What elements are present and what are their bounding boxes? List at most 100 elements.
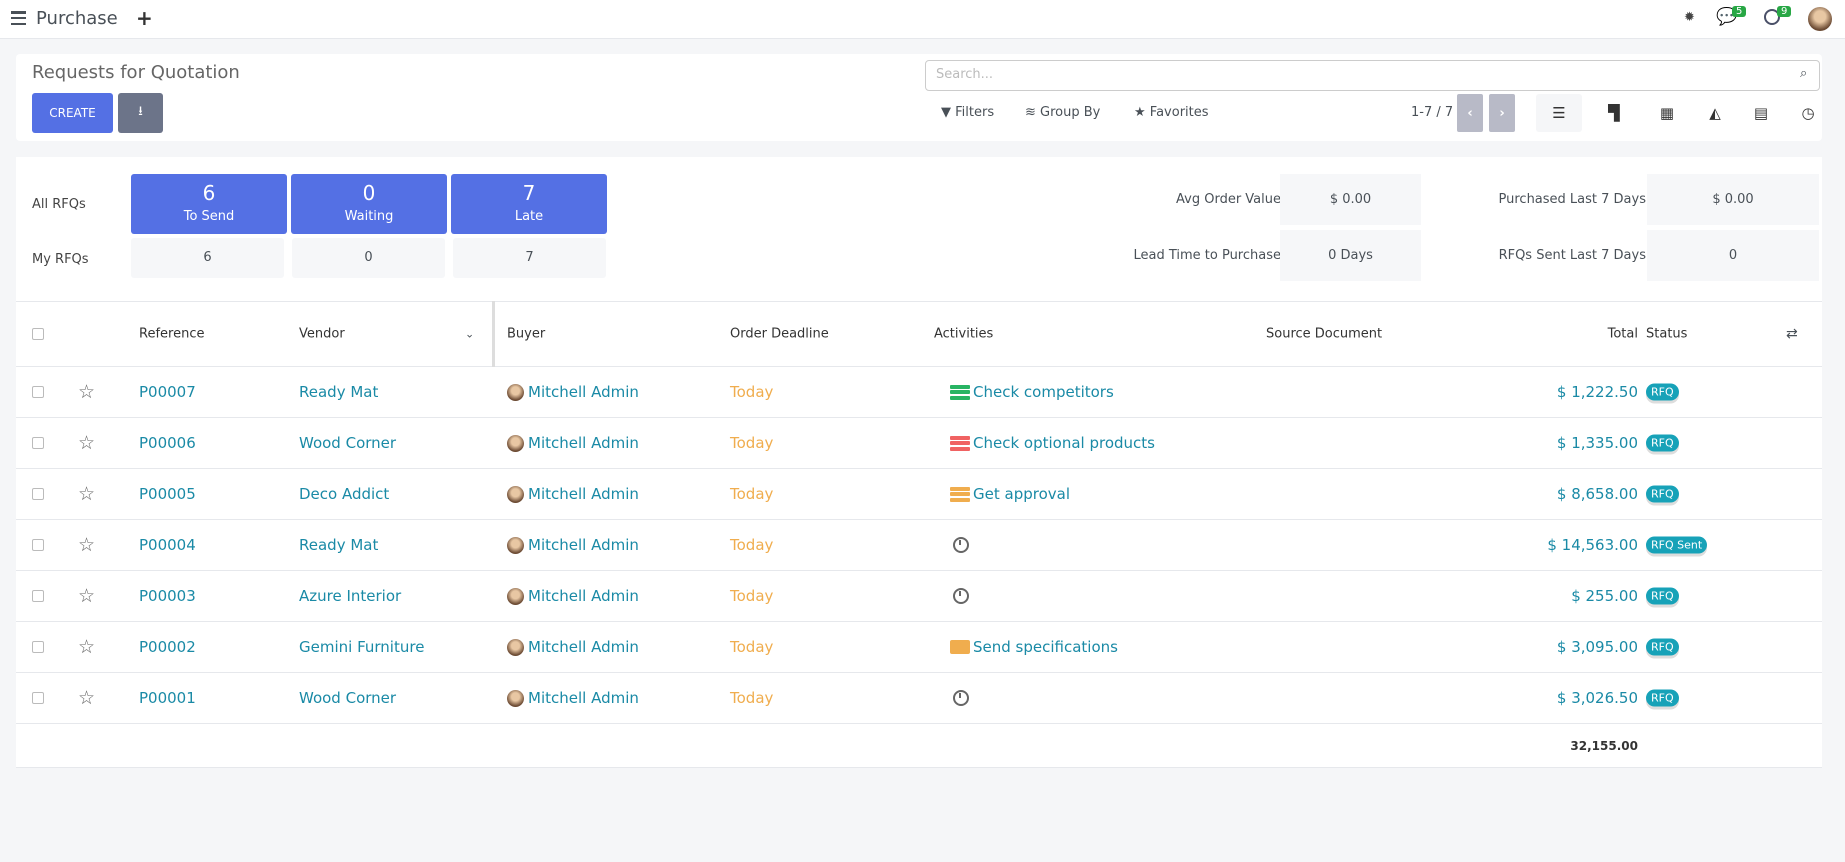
row-checkbox[interactable] [32,641,44,653]
user-avatar[interactable] [1808,7,1832,31]
priority-star-icon[interactable]: ☆ [78,636,96,658]
list-view-button[interactable]: ☰ [1536,94,1582,132]
activity-link[interactable]: Check competitors [950,383,1114,401]
column-resize-handle[interactable] [492,301,495,367]
column-reference[interactable]: Reference [139,326,205,342]
buyer[interactable]: Mitchell Admin [507,434,639,452]
priority-star-icon[interactable]: ☆ [78,534,96,556]
calendar-view-button[interactable]: ▤ [1753,104,1769,122]
activity-clock-icon[interactable] [953,537,969,553]
table-row[interactable]: ☆ P00002 Gemini Furniture Mitchell Admin… [16,622,1822,673]
vendor[interactable]: Deco Addict [299,485,390,503]
vendor[interactable]: Ready Mat [299,536,379,554]
priority-star-icon[interactable]: ☆ [78,585,96,607]
activity-link[interactable]: Get approval [950,485,1070,503]
favorites-button[interactable]: ★ Favorites [1134,105,1209,120]
buyer[interactable]: Mitchell Admin [507,485,639,503]
activity-clock-icon[interactable] [953,588,969,604]
column-buyer[interactable]: Buyer [507,326,546,342]
column-status[interactable]: Status [1646,326,1688,342]
select-all-checkbox[interactable] [32,328,44,340]
status-badge: RFQ [1646,689,1679,707]
pager-previous-button[interactable]: ‹ [1457,94,1483,132]
row-checkbox[interactable] [32,692,44,704]
graph-view-button[interactable]: ◭ [1709,104,1721,122]
sort-chevron-down-icon[interactable]: ⌄ [465,327,475,341]
table-row[interactable]: ☆ P00007 Ready Mat Mitchell Admin Today … [16,367,1822,418]
activities-clock-icon[interactable] [1764,9,1780,25]
reference[interactable]: P00006 [139,434,196,452]
activity-clock-icon[interactable] [953,690,969,706]
priority-star-icon[interactable]: ☆ [78,381,96,403]
reference[interactable]: P00003 [139,587,196,605]
my-late[interactable]: 7 [453,238,606,278]
buyer[interactable]: Mitchell Admin [507,383,639,401]
vendor[interactable]: Wood Corner [299,434,397,452]
activity-link[interactable]: Send specifications [950,638,1118,656]
column-vendor[interactable]: Vendor [299,326,345,342]
create-button[interactable]: CREATE [32,93,113,133]
buyer[interactable]: Mitchell Admin [507,689,639,707]
filters-button[interactable]: ▼ Filters [941,105,994,120]
row-checkbox[interactable] [32,488,44,500]
table-row[interactable]: ☆ P00001 Wood Corner Mitchell Admin Toda… [16,673,1822,724]
pager-next-button[interactable]: › [1489,94,1515,132]
priority-star-icon[interactable]: ☆ [78,687,96,709]
my-to-send[interactable]: 6 [131,238,284,278]
buyer[interactable]: Mitchell Admin [507,536,639,554]
envelope-icon [950,640,970,654]
reference[interactable]: P00004 [139,536,196,554]
tile-late[interactable]: 7 Late [451,174,607,234]
search-input[interactable]: Search... [925,60,1820,91]
column-total[interactable]: Total [1607,326,1638,342]
row-checkbox[interactable] [32,437,44,449]
activity-list-icon [950,435,970,451]
vendor[interactable]: Azure Interior [299,587,402,605]
activity-list-icon [950,384,970,400]
row-checkbox[interactable] [32,386,44,398]
table-row[interactable]: ☆ P00003 Azure Interior Mitchell Admin T… [16,571,1822,622]
table-row[interactable]: ☆ P00006 Wood Corner Mitchell Admin Toda… [16,418,1822,469]
messages-chat-icon[interactable]: 💬 [1716,7,1738,27]
row-checkbox[interactable] [32,539,44,551]
total: $ 1,335.00 [1556,434,1638,452]
reference[interactable]: P00007 [139,383,196,401]
kpi-label: Purchased Last 7 Days [1498,192,1646,207]
download-button[interactable]: ⭳ [118,93,163,133]
reference[interactable]: P00005 [139,485,196,503]
column-activities[interactable]: Activities [934,326,994,342]
app-title[interactable]: Purchase [36,8,118,29]
group-by-button[interactable]: ≋ Group By [1025,105,1100,120]
tile-waiting[interactable]: 0 Waiting [291,174,447,234]
column-order-deadline[interactable]: Order Deadline [730,326,829,342]
column-source-document[interactable]: Source Document [1266,326,1383,342]
activity-link[interactable]: Check optional products [950,434,1155,452]
buyer[interactable]: Mitchell Admin [507,638,639,656]
order-deadline: Today [730,587,774,605]
priority-star-icon[interactable]: ☆ [78,483,96,505]
kanban-view-button[interactable]: ▜ [1608,104,1620,122]
vendor[interactable]: Gemini Furniture [299,638,425,656]
priority-star-icon[interactable]: ☆ [78,432,96,454]
hamburger-menu-icon[interactable] [11,11,26,25]
buyer[interactable]: Mitchell Admin [507,587,639,605]
debug-bug-icon[interactable]: ✹ [1684,10,1695,25]
row-checkbox[interactable] [32,590,44,602]
vendor[interactable]: Wood Corner [299,689,397,707]
reference[interactable]: P00002 [139,638,196,656]
pivot-view-button[interactable]: ▦ [1659,104,1675,122]
my-waiting[interactable]: 0 [292,238,445,278]
pager-value[interactable]: 1-7 / 7 [1411,105,1454,120]
buyer-name: Mitchell Admin [528,434,639,452]
activity-view-button[interactable]: ◷ [1801,104,1815,122]
table-row[interactable]: ☆ P00005 Deco Addict Mitchell Admin Toda… [16,469,1822,520]
quick-create-plus-icon[interactable]: + [136,6,153,30]
total: $ 14,563.00 [1547,536,1638,554]
search-icon[interactable]: ⌕ [1800,66,1808,81]
vendor[interactable]: Ready Mat [299,383,379,401]
tile-to-send[interactable]: 6 To Send [131,174,287,234]
optional-columns-sliders-icon[interactable]: ⇄ [1786,326,1798,342]
reference[interactable]: P00001 [139,689,196,707]
kpi-value: 0 Days [1280,230,1421,281]
table-row[interactable]: ☆ P00004 Ready Mat Mitchell Admin Today … [16,520,1822,571]
